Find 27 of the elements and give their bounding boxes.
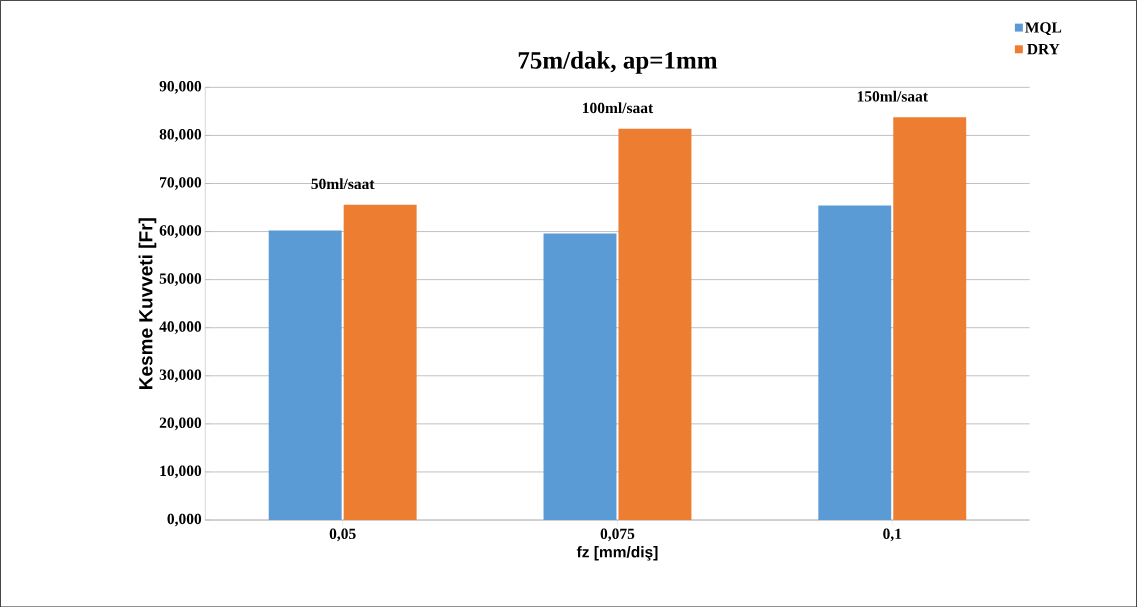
bar bbox=[893, 116, 967, 520]
y-tick-label: 90,000 bbox=[159, 80, 202, 94]
y-tick-label: 0,000 bbox=[167, 513, 202, 527]
x-tick-label: 0,075 bbox=[600, 528, 635, 542]
y-tick-label: 10,000 bbox=[160, 465, 202, 479]
y-axis-title: Kesme Kuvveti [Fr] bbox=[138, 218, 157, 389]
chart-title: 75m/dak, ap=1mm bbox=[518, 50, 718, 74]
y-tick-label: 50,000 bbox=[159, 273, 202, 286]
y-tick-label: 20,000 bbox=[159, 417, 202, 431]
annotation: 150ml/saat bbox=[857, 90, 928, 102]
annotation: 50ml/saat bbox=[311, 178, 375, 189]
bar bbox=[818, 205, 892, 520]
bar bbox=[343, 204, 417, 520]
y-tick-label: 70,000 bbox=[160, 176, 202, 190]
legend-label: DRY bbox=[1027, 43, 1060, 55]
bar bbox=[618, 128, 692, 520]
legend-label: MQL bbox=[1025, 22, 1062, 35]
bar bbox=[268, 230, 342, 520]
x-tick-label: 0,05 bbox=[329, 528, 356, 542]
x-tick-label: 0,1 bbox=[883, 528, 902, 542]
bar bbox=[543, 233, 617, 520]
annotation: 100ml/saat bbox=[583, 102, 654, 113]
x-axis-title: fz [mm/diş] bbox=[576, 545, 658, 561]
y-tick-label: 30,000 bbox=[159, 369, 202, 382]
y-tick-label: 80,000 bbox=[159, 128, 202, 142]
y-tick-label: 60,000 bbox=[159, 225, 202, 238]
y-tick-label: 40,000 bbox=[159, 321, 202, 334]
